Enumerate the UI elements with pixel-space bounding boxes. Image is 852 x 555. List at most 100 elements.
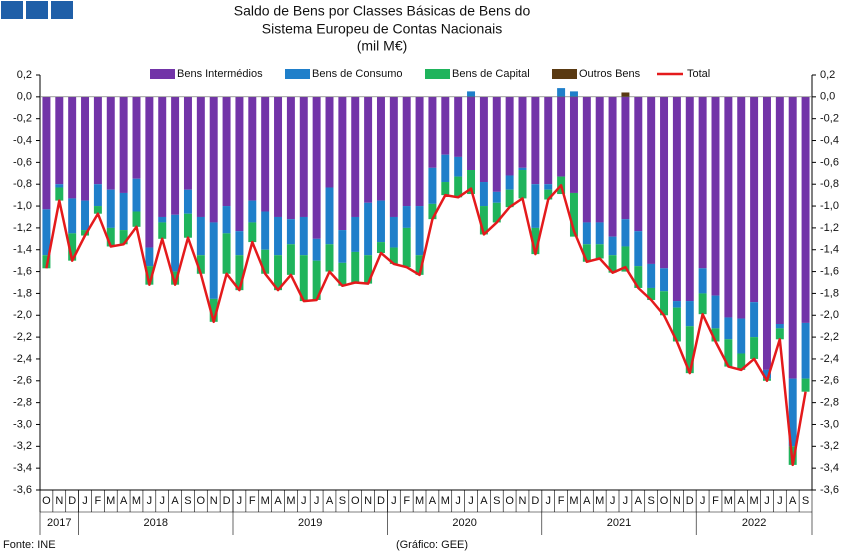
bar-segment xyxy=(132,211,141,227)
bar-segment xyxy=(479,96,488,183)
source: Fonte: INE xyxy=(3,539,56,551)
x-tick-label: J xyxy=(545,495,551,507)
chart-title: (mil M€) xyxy=(357,38,408,54)
bar-segment xyxy=(325,187,334,245)
bar-segment xyxy=(724,317,733,340)
bar-segment xyxy=(557,88,566,97)
bar-segment xyxy=(634,266,643,288)
x-tick-label: O xyxy=(42,495,51,507)
bar-segment xyxy=(711,96,720,296)
x-tick-label: A xyxy=(429,495,437,507)
bar-segment xyxy=(235,96,244,232)
legend-label: Outros Bens xyxy=(579,68,641,80)
bar-segment xyxy=(119,230,128,245)
bar-segment xyxy=(119,192,128,231)
bar-segment xyxy=(531,96,540,185)
bar-segment xyxy=(68,233,77,261)
y2-tick-label: -3,6 xyxy=(820,484,839,496)
y-tick-label: -2,8 xyxy=(13,397,32,409)
bar-segment xyxy=(248,222,257,243)
bar-segment xyxy=(775,96,784,324)
bar-segment xyxy=(81,96,90,201)
x-tick-label: S xyxy=(339,495,346,507)
bar-segment xyxy=(672,301,681,308)
y-tick-label: -1,2 xyxy=(13,222,32,234)
bar-segment xyxy=(158,216,167,223)
x-tick-label: M xyxy=(724,495,733,507)
x-tick-label: J xyxy=(777,495,783,507)
bar-segment xyxy=(132,96,141,179)
bar-segment xyxy=(492,96,501,192)
bar-segment xyxy=(582,96,591,223)
bar-segment xyxy=(672,307,681,342)
bar-segment xyxy=(750,337,759,359)
x-tick-label: N xyxy=(519,495,527,507)
y2-tick-label: -2,4 xyxy=(820,353,839,365)
bar-segment xyxy=(299,96,308,217)
x-tick-label: J xyxy=(237,495,243,507)
bar-segment xyxy=(235,255,244,291)
bar-segment xyxy=(634,96,643,232)
x-tick-label: O xyxy=(351,495,360,507)
y-tick-label: -0,2 xyxy=(13,113,32,125)
bar-segment xyxy=(647,96,656,264)
x-tick-label: S xyxy=(802,495,809,507)
bar-segment xyxy=(248,96,257,201)
bar-segment xyxy=(518,170,527,199)
bar-segment xyxy=(55,187,64,201)
bar-segment xyxy=(312,260,321,300)
x-tick-label: O xyxy=(505,495,514,507)
y-tick-label: -3,6 xyxy=(13,484,32,496)
bar-segment xyxy=(441,96,450,155)
legend-swatch xyxy=(285,69,310,79)
bar-segment xyxy=(750,96,759,303)
legend-swatch xyxy=(552,69,577,79)
y-tick-label: -1,0 xyxy=(13,200,32,212)
x-tick-label: J xyxy=(468,495,474,507)
x-tick-label: O xyxy=(197,495,206,507)
x-tick-label: J xyxy=(700,495,706,507)
y2-tick-label: -0,8 xyxy=(820,178,839,190)
bar-segment xyxy=(505,175,514,190)
y-tick-label: -2,2 xyxy=(13,331,32,343)
bar-segment xyxy=(569,96,578,193)
bar-segment xyxy=(196,96,205,217)
bar-segment xyxy=(261,211,270,250)
bar-segment xyxy=(698,293,707,315)
x-tick-label: A xyxy=(326,495,334,507)
y-tick-label: -0,8 xyxy=(13,178,32,190)
y2-tick-label: -1,4 xyxy=(820,244,839,256)
bar-segment xyxy=(518,167,527,171)
bar-segment xyxy=(171,214,180,272)
credit: (Gráfico: GEE) xyxy=(396,539,468,551)
x-tick-label: J xyxy=(391,495,397,507)
bar-segment xyxy=(299,255,308,302)
year-label: 2020 xyxy=(452,517,476,529)
x-tick-label: M xyxy=(415,495,424,507)
y-tick-label: 0,0 xyxy=(17,91,32,103)
total-line xyxy=(45,184,807,467)
x-tick-label: S xyxy=(647,495,654,507)
legend-label: Bens Intermédios xyxy=(177,68,263,80)
bar-segment xyxy=(364,255,373,284)
bar-segment xyxy=(608,236,617,256)
x-tick-label: F xyxy=(403,495,410,507)
bar-segment xyxy=(351,216,360,252)
x-tick-label: M xyxy=(441,495,450,507)
bar-segment xyxy=(222,206,231,234)
legend-label: Bens de Consumo xyxy=(312,68,403,80)
y2-tick-label: -1,2 xyxy=(820,222,839,234)
bar-segment xyxy=(634,231,643,267)
bar-segment xyxy=(55,184,64,188)
bar-segment xyxy=(389,96,398,217)
bar-segment xyxy=(492,202,501,223)
x-tick-label: J xyxy=(82,495,88,507)
bar-segment xyxy=(145,266,154,285)
x-tick-label: A xyxy=(583,495,591,507)
y-tick-label: -1,4 xyxy=(13,244,32,256)
bar-segment xyxy=(531,184,540,228)
bar-segment xyxy=(209,96,218,223)
bar-segment xyxy=(801,378,810,392)
bar-segment xyxy=(454,176,463,198)
bar-segment xyxy=(299,216,308,256)
